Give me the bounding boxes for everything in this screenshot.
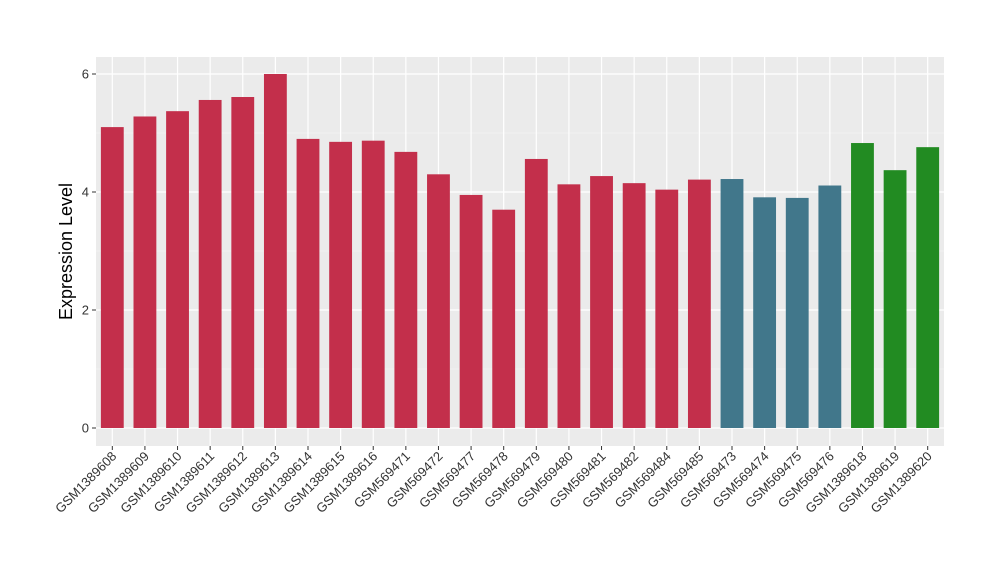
bar-GSM1389612: [231, 97, 255, 428]
bar-GSM569475: [785, 197, 809, 428]
bar-GSM569480: [557, 184, 581, 428]
bar-GSM569478: [492, 209, 516, 428]
bar-GSM569471: [394, 151, 418, 428]
plot-panel: [96, 57, 944, 446]
bar-GSM1389619: [883, 170, 907, 429]
bar-GSM569473: [720, 179, 744, 428]
bar-GSM1389609: [133, 116, 157, 428]
bar-GSM569479: [524, 158, 548, 428]
bar-GSM569476: [818, 185, 842, 428]
y-axis-title: Expression Level: [56, 183, 76, 320]
x-axis: GSM1389608GSM1389609GSM1389610GSM1389611…: [52, 446, 935, 516]
bar-GSM1389620: [916, 147, 940, 428]
bar-GSM1389608: [100, 127, 124, 428]
y-tick-label: 4: [82, 185, 89, 200]
bars: [100, 74, 940, 429]
y-tick-label: 0: [82, 421, 89, 436]
bar-GSM569472: [427, 174, 450, 428]
y-tick-label: 6: [82, 67, 89, 82]
bar-GSM569481: [590, 176, 613, 428]
bar-GSM1389610: [166, 111, 189, 429]
bar-GSM1389615: [329, 141, 353, 428]
bar-GSM1389613: [263, 74, 287, 428]
y-tick-label: 2: [82, 303, 89, 318]
y-axis: 0 2 4 6: [82, 67, 96, 436]
bar-GSM569477: [459, 194, 483, 428]
bar-GSM1389618: [851, 143, 874, 428]
bar-GSM1389611: [198, 99, 222, 429]
bar-GSM569474: [753, 197, 777, 428]
bar-GSM1389614: [296, 138, 320, 428]
bar-GSM569482: [622, 183, 646, 428]
bar-GSM569484: [655, 189, 679, 428]
bar-GSM1389616: [361, 140, 385, 429]
bar-GSM569485: [687, 179, 711, 428]
